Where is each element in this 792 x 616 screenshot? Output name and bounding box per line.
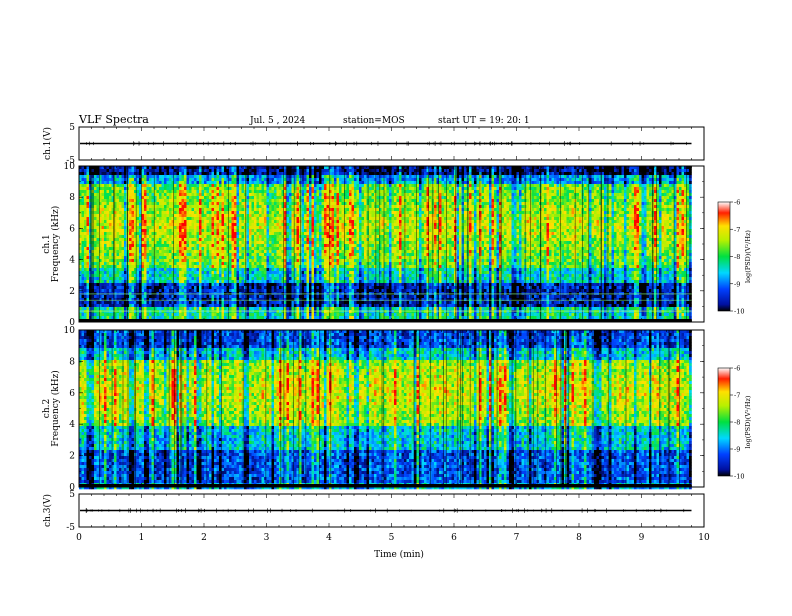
colorbar-tick-label: -7 <box>734 226 740 234</box>
ch1-waveform-trace <box>80 141 692 146</box>
y-tick-label: 8 <box>69 193 75 203</box>
date-label: Jul. 5 , 2024 <box>249 116 305 126</box>
ch1-waveform-y-axis-label: ch.1(V) <box>42 127 53 160</box>
ch2-spectrogram-colorbar-label: log(PSD)(V²/Hz) <box>744 395 752 448</box>
x-tick-label: 1 <box>139 533 145 543</box>
y-tick-label: 10 <box>64 326 76 336</box>
y-tick-label: 6 <box>69 224 75 234</box>
x-tick-label: 2 <box>201 533 207 543</box>
x-tick-label: 3 <box>264 533 270 543</box>
y-tick-label: 4 <box>69 420 75 430</box>
y-tick-label: 4 <box>69 256 75 266</box>
ch2-spectrogram-image <box>79 330 692 489</box>
ch3-waveform-trace <box>80 508 692 513</box>
colorbar-tick-label: -10 <box>734 308 744 316</box>
ch1-spectrogram-image <box>79 166 692 322</box>
ch1-spectrogram-y-axis-label: Frequency (kHz) <box>50 206 61 283</box>
x-tick-label: 6 <box>451 533 457 543</box>
ch1-spectrogram-colorbar: -6 -7 -8 -9 -10 log(PSD)(V²/Hz) <box>718 199 752 316</box>
y-tick-label: 8 <box>69 357 75 367</box>
colorbar-tick-label: -8 <box>734 419 740 427</box>
colorbar-tick-label: -7 <box>734 392 740 400</box>
y-tick-label: 2 <box>69 452 75 462</box>
x-tick-label: 10 <box>698 533 710 543</box>
y-tick-label: 2 <box>69 287 75 297</box>
chart-title: VLF Spectra <box>78 113 149 126</box>
x-tick-label: 7 <box>514 533 520 543</box>
station-label: station=MOS <box>343 116 405 126</box>
x-tick-label: 5 <box>389 533 395 543</box>
ch3-waveform-y-axis-label: ch.3(V) <box>42 494 53 527</box>
colorbar-tick-label: -10 <box>734 473 744 481</box>
x-tick-label: 8 <box>576 533 582 543</box>
x-tick-label: 0 <box>76 533 82 543</box>
colorbar-tick-label: -6 <box>734 199 740 207</box>
colorbar-tick-label: -6 <box>734 365 740 373</box>
panels: 5 -5 ch.1(V) -6 -7 -8 -9 -10 log(PSD)(V²/Hz) 0 2 4 6… <box>42 123 752 543</box>
ch1-spectrogram-colorbar-label: log(PSD)(V²/Hz) <box>744 230 752 283</box>
ch3-waveform-x-ticks: 0 1 2 3 4 5 6 7 8 9 10 <box>76 494 710 543</box>
x-axis-label: Time (min) <box>374 549 424 560</box>
x-tick-label: 4 <box>326 533 332 543</box>
y-tick-label: 10 <box>64 162 76 172</box>
x-tick-label: 9 <box>639 533 645 543</box>
start-time-label: start UT = 19: 20: 1 <box>438 116 530 126</box>
y-tick-label: 5 <box>69 490 75 500</box>
colorbar-tick-label: -9 <box>734 280 740 288</box>
ch2-spectrogram-colorbar: -6 -7 -8 -9 -10 log(PSD)(V²/Hz) <box>718 365 752 481</box>
colorbar-tick-label: -8 <box>734 253 740 261</box>
colorbar-tick-label: -9 <box>734 446 740 454</box>
ch2-spectrogram-y-axis-label: Frequency (kHz) <box>50 370 61 447</box>
y-tick-label: -5 <box>66 523 75 533</box>
y-tick-label: 6 <box>69 389 75 399</box>
y-tick-label: 5 <box>69 123 75 133</box>
